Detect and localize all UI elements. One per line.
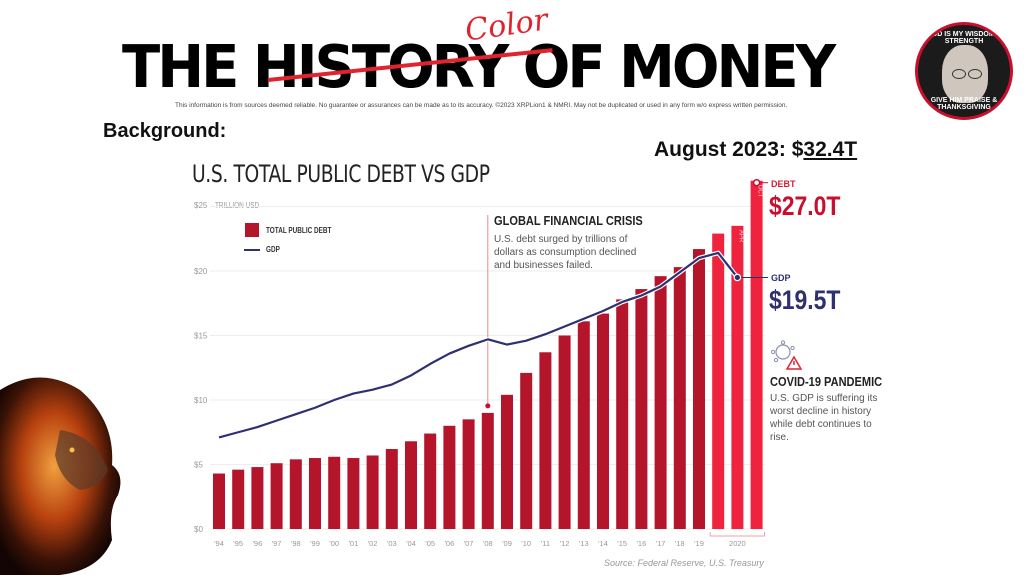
covid-annotation-title: COVID-19 PANDEMIC xyxy=(770,374,883,389)
august-label-prefix: August 2023: $ xyxy=(654,138,804,161)
debt-bar xyxy=(673,267,686,529)
debt-bar xyxy=(520,372,533,529)
x-tick-label: '02 xyxy=(368,539,378,548)
debt-bar xyxy=(232,469,245,529)
debt-value: $27.0T xyxy=(769,191,841,221)
x-tick-label: '99 xyxy=(310,539,320,548)
debt-bar xyxy=(481,412,494,529)
chart-title: U.S. TOTAL PUBLIC DEBT VS GDP xyxy=(192,160,490,188)
title-part1: THE xyxy=(122,33,253,102)
y-tick-label: $15 xyxy=(194,332,208,341)
x-tick-label: '10 xyxy=(521,539,531,548)
debt-bar xyxy=(289,459,302,529)
gdp-end-dot xyxy=(733,273,742,282)
debt-bar xyxy=(424,433,437,529)
x-tick-label: '11 xyxy=(541,539,550,548)
debt-bar xyxy=(462,419,475,529)
legend-debt-label: TOTAL PUBLIC DEBT xyxy=(266,226,332,235)
legend-gdp-label: GDP xyxy=(266,245,280,254)
gfc-marker-dot xyxy=(485,403,491,409)
legend-debt-swatch xyxy=(245,223,259,237)
debt-bar xyxy=(597,313,609,529)
x-tick-label: '09 xyxy=(502,539,512,548)
debt-bar xyxy=(366,455,379,529)
debt-bar xyxy=(558,335,571,529)
gfc-annotation-body: U.S. debt surged by trillions of dollars… xyxy=(494,234,637,271)
debt-bar xyxy=(693,249,705,529)
x-tick-label: '16 xyxy=(637,539,647,548)
debt-bar xyxy=(328,456,341,529)
debt-bar xyxy=(577,321,590,529)
x-tick-label: '13 xyxy=(579,539,589,548)
bar-inner-label: APR xyxy=(737,230,743,243)
x-tick-label: '01 xyxy=(349,539,359,548)
debt-tag: DEBT xyxy=(771,179,796,189)
debt-bar xyxy=(712,233,725,529)
debt-bar xyxy=(251,467,264,529)
debt-bar xyxy=(443,425,456,529)
debt-bar xyxy=(731,225,744,529)
gdp-value: $19.5T xyxy=(769,285,841,315)
debt-end-dot xyxy=(752,178,761,187)
x-tick-label: '97 xyxy=(272,539,282,548)
badge-bottom-text: GIVE HIM PRAISE & THANKSGIVING xyxy=(930,97,998,111)
debt-bar xyxy=(635,289,648,529)
x-tick-label: '12 xyxy=(560,539,570,548)
x-tick-label: '95 xyxy=(233,539,243,548)
x-tick-label-2020: 2020 xyxy=(729,539,746,548)
debt-bar xyxy=(309,458,321,529)
x-tick-label: '08 xyxy=(483,539,493,548)
y-axis-unit-label: TRILLION USD xyxy=(215,201,260,210)
debt-bar xyxy=(270,463,283,529)
debt-bar xyxy=(213,473,225,529)
debt-bar xyxy=(347,458,360,529)
debt-bar xyxy=(405,441,417,529)
x-tick-label: '17 xyxy=(656,539,666,548)
debt-bar xyxy=(616,299,629,529)
source-note: Source: Federal Reserve, U.S. Treasury xyxy=(604,558,764,568)
x-tick-label: '04 xyxy=(406,539,416,548)
glasses-icon xyxy=(952,69,966,79)
august-2023-debt-label: August 2023: $32.4T xyxy=(654,138,857,162)
debt-bar xyxy=(654,276,667,529)
badge-top-text: GOD IS MY WISDOM & STRENGTH xyxy=(926,31,1002,45)
x-tick-label: '14 xyxy=(598,539,608,548)
gfc-annotation-title: GLOBAL FINANCIAL CRISIS xyxy=(494,213,643,228)
debt-bar xyxy=(501,394,513,529)
x-tick-label: '15 xyxy=(617,539,627,548)
x-tick-label: '07 xyxy=(464,539,474,548)
background-label: Background: xyxy=(103,120,227,142)
bar-inner-label: OCT xyxy=(757,185,763,198)
debt-bar xyxy=(750,180,763,529)
x-tick-label: '06 xyxy=(445,539,455,548)
debt-bar xyxy=(385,449,398,529)
x-tick-label: '96 xyxy=(253,539,263,548)
debt-bar xyxy=(539,352,552,529)
y-tick-label: $10 xyxy=(194,396,208,405)
y-tick-label: $20 xyxy=(194,267,208,276)
covid-annotation-body: U.S. GDP is suffering its worst decline … xyxy=(770,393,878,443)
x-tick-label: '19 xyxy=(694,539,704,548)
gdp-tag: GDP xyxy=(771,273,791,283)
x-group-bracket-2020 xyxy=(709,532,766,537)
gdp-line xyxy=(218,251,739,439)
x-tick-label: '00 xyxy=(329,539,339,548)
x-tick-label: '18 xyxy=(675,539,685,548)
y-tick-label: $25 xyxy=(194,201,208,210)
virus-warning-icon xyxy=(770,340,803,370)
glasses-icon xyxy=(968,69,982,79)
lion-image xyxy=(0,377,121,575)
disclaimer-text: This information is from sources deemed … xyxy=(175,102,788,109)
x-tick-label: '05 xyxy=(425,539,435,548)
x-tick-label: '94 xyxy=(214,539,224,548)
august-label-value: 32.4T xyxy=(803,138,858,161)
y-tick-label: $0 xyxy=(194,525,203,534)
x-tick-label: '03 xyxy=(387,539,397,548)
avatar-badge: GOD IS MY WISDOM & STRENGTH GIVE HIM PRA… xyxy=(915,22,1013,120)
x-tick-label: '98 xyxy=(291,539,301,548)
legend-gdp-swatch xyxy=(244,249,260,251)
title-part2: OF MONEY xyxy=(506,33,836,102)
y-tick-label: $5 xyxy=(194,461,203,470)
